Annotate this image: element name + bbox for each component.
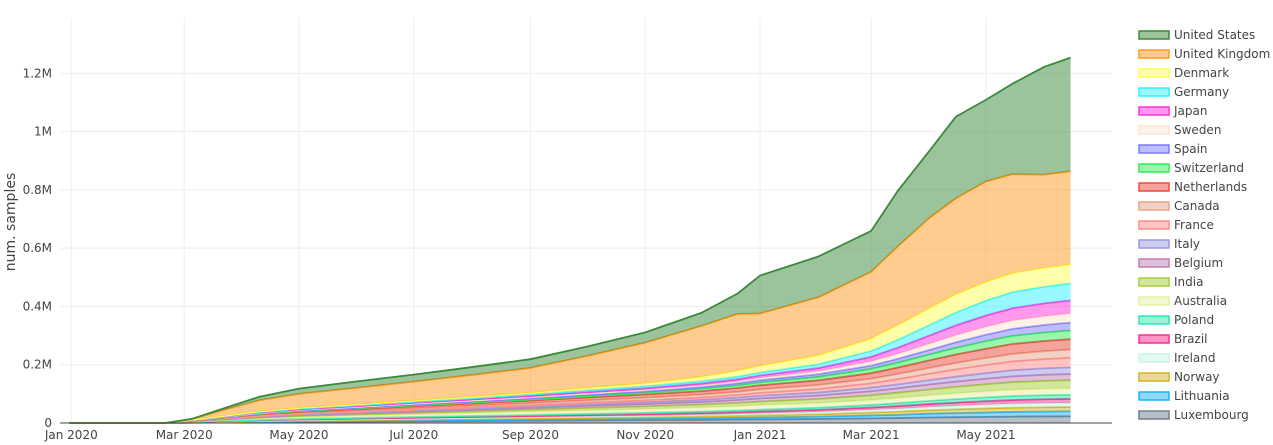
legend-item-netherlands[interactable]: Netherlands <box>1138 180 1247 194</box>
legend-label: Poland <box>1174 313 1214 327</box>
x-tick-label: Jan 2021 <box>733 428 787 442</box>
legend-swatch <box>1138 220 1170 230</box>
legend-item-brazil[interactable]: Brazil <box>1138 332 1208 346</box>
legend-swatch <box>1138 49 1170 59</box>
area-fill-united-states <box>69 57 1071 423</box>
area-fill-denmark <box>69 264 1071 423</box>
area-series <box>69 56 1071 424</box>
legend-label: Belgium <box>1174 256 1223 270</box>
y-tick-label: 0.6M <box>23 241 52 255</box>
x-tick-label: Mar 2020 <box>156 428 213 442</box>
area-fill-united-kingdom <box>69 171 1071 423</box>
y-tick-label: 1.2M <box>23 66 52 80</box>
legend-item-united-states[interactable]: United States <box>1138 28 1255 42</box>
legend-label: Switzerland <box>1174 161 1244 175</box>
legend-item-india[interactable]: India <box>1138 275 1203 289</box>
legend-label: Germany <box>1174 85 1229 99</box>
legend-label: Italy <box>1174 237 1200 251</box>
y-tick-label: 1M <box>34 125 52 139</box>
legend-swatch <box>1138 277 1170 287</box>
legend-label: India <box>1174 275 1203 289</box>
legend-item-switzerland[interactable]: Switzerland <box>1138 161 1244 175</box>
legend-item-germany[interactable]: Germany <box>1138 85 1229 99</box>
area-fill-norway <box>69 406 1071 423</box>
legend-label: Sweden <box>1174 123 1221 137</box>
legend-label: France <box>1174 218 1214 232</box>
legend-label: Spain <box>1174 142 1208 156</box>
legend-label: Ireland <box>1174 351 1216 365</box>
area-fill-lithuania <box>69 411 1071 423</box>
legend-swatch <box>1138 201 1170 211</box>
legend-item-united-kingdom[interactable]: United Kingdom <box>1138 47 1270 61</box>
legend-label: Brazil <box>1174 332 1208 346</box>
legend-item-poland[interactable]: Poland <box>1138 313 1214 327</box>
legend-swatch <box>1138 315 1170 325</box>
legend-swatch <box>1138 372 1170 382</box>
area-fill-germany <box>69 283 1071 423</box>
x-tick-label: Jan 2020 <box>44 428 98 442</box>
y-tick-label: 0.2M <box>23 358 52 372</box>
x-tick-label: Mar 2021 <box>843 428 900 442</box>
legend-swatch <box>1138 144 1170 154</box>
area-line-united-states <box>69 56 1071 424</box>
x-tick-label: Jul 2020 <box>388 428 438 442</box>
legend-swatch <box>1138 391 1170 401</box>
y-tick-label: 0.4M <box>23 299 52 313</box>
y-tick-label: 0 <box>44 416 52 430</box>
legend-label: Luxembourg <box>1174 408 1249 422</box>
legend-swatch <box>1138 163 1170 173</box>
legend-swatch <box>1138 68 1170 78</box>
legend-item-luxembourg[interactable]: Luxembourg <box>1138 408 1249 422</box>
y-tick-label: 0.8M <box>23 183 52 197</box>
legend-label: Australia <box>1174 294 1227 308</box>
legend-item-norway[interactable]: Norway <box>1138 370 1220 384</box>
legend-swatch <box>1138 353 1170 363</box>
legend-item-australia[interactable]: Australia <box>1138 294 1227 308</box>
legend-swatch <box>1138 258 1170 268</box>
legend-swatch <box>1138 410 1170 420</box>
legend-swatch <box>1138 125 1170 135</box>
legend-item-sweden[interactable]: Sweden <box>1138 123 1221 137</box>
y-axis-title: num. samples <box>3 173 19 271</box>
legend-item-italy[interactable]: Italy <box>1138 237 1200 251</box>
legend-item-ireland[interactable]: Ireland <box>1138 351 1216 365</box>
legend-label: United States <box>1174 28 1255 42</box>
x-tick-label: May 2020 <box>269 428 328 442</box>
area-fill-luxembourg <box>69 416 1071 423</box>
legend-swatch <box>1138 182 1170 192</box>
legend-item-france[interactable]: France <box>1138 218 1214 232</box>
legend-swatch <box>1138 87 1170 97</box>
legend-swatch <box>1138 239 1170 249</box>
legend-item-lithuania[interactable]: Lithuania <box>1138 389 1230 403</box>
legend-item-japan[interactable]: Japan <box>1138 104 1207 118</box>
legend-label: United Kingdom <box>1174 47 1270 61</box>
legend-item-belgium[interactable]: Belgium <box>1138 256 1223 270</box>
legend-label: Canada <box>1174 199 1220 213</box>
legend-swatch <box>1138 30 1170 40</box>
legend-item-canada[interactable]: Canada <box>1138 199 1220 213</box>
legend-label: Japan <box>1173 104 1207 118</box>
legend[interactable]: United States United Kingdom Denmark German… <box>1138 28 1270 422</box>
legend-label: Lithuania <box>1174 389 1230 403</box>
axes: Jan 2020 Mar 2020 May 2020 Jul 2020 Sep 2020… <box>23 66 1112 442</box>
x-tick-label: Nov 2020 <box>616 428 674 442</box>
x-tick-label: Sep 2020 <box>502 428 559 442</box>
legend-item-spain[interactable]: Spain <box>1138 142 1208 156</box>
legend-item-denmark[interactable]: Denmark <box>1138 66 1229 80</box>
legend-swatch <box>1138 334 1170 344</box>
legend-swatch <box>1138 296 1170 306</box>
legend-label: Netherlands <box>1174 180 1247 194</box>
legend-label: Norway <box>1174 370 1220 384</box>
legend-swatch <box>1138 106 1170 116</box>
legend-label: Denmark <box>1174 66 1229 80</box>
x-tick-label: May 2021 <box>956 428 1015 442</box>
